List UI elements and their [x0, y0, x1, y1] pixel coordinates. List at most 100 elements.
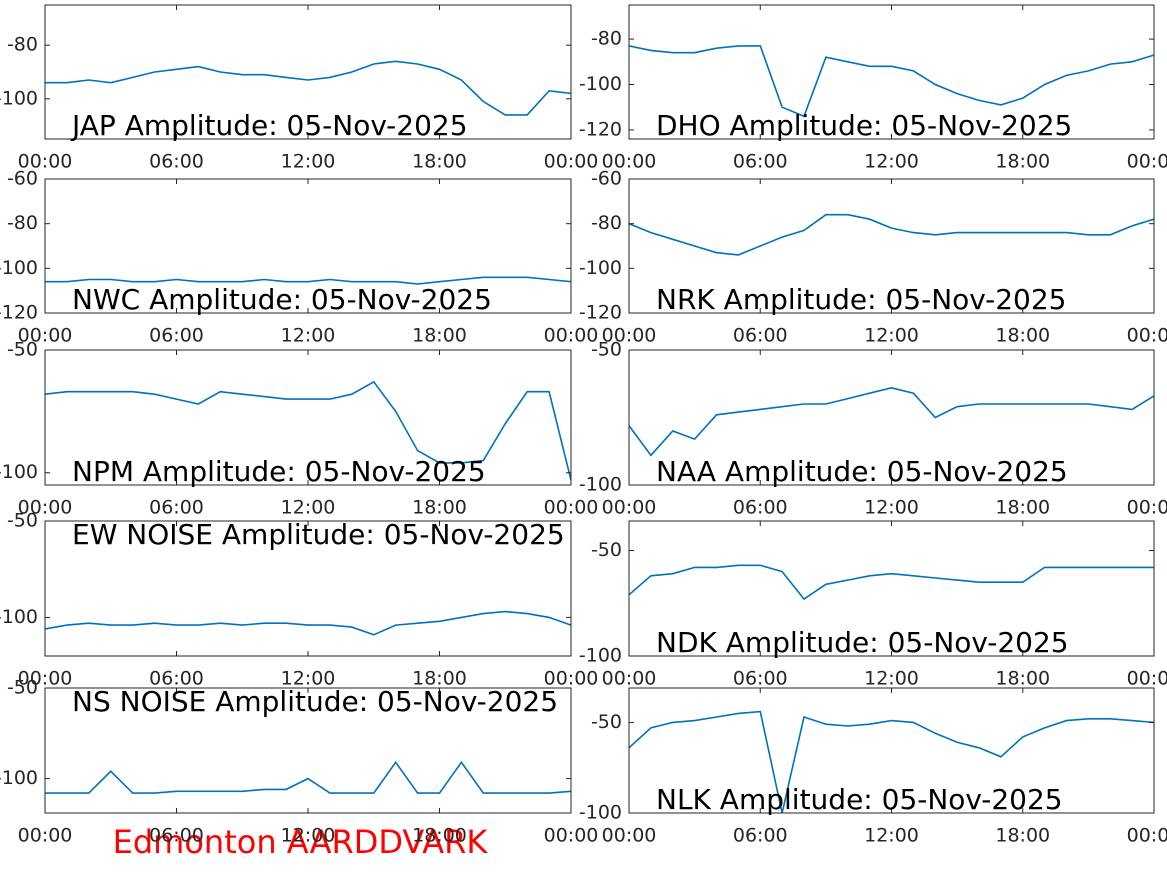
x-tick-label: 00:00	[602, 151, 657, 173]
y-tick-label: -50	[7, 510, 38, 532]
plot-clip	[45, 380, 571, 481]
data-line	[45, 60, 571, 116]
y-tick-label: -120	[579, 302, 622, 324]
x-tick-label: 12:00	[281, 668, 336, 690]
x-tick-label: 12:00	[281, 325, 336, 347]
plot-clip	[629, 45, 1154, 118]
panel-title: NWC Amplitude: 05-Nov-2025	[72, 283, 492, 316]
x-tick-label: 12:00	[281, 825, 336, 847]
y-tick-label: -120	[579, 118, 622, 140]
x-tick-label: 00:00	[602, 668, 657, 690]
y-tick-label: -100	[0, 87, 38, 109]
panel-title: NRK Amplitude: 05-Nov-2025	[656, 283, 1066, 316]
plot-clip	[45, 610, 571, 636]
x-tick-label: 00:00	[544, 497, 599, 519]
x-tick-label: 06:00	[149, 325, 204, 347]
plot-area	[45, 5, 571, 139]
x-tick-label: 00:00	[1127, 497, 1167, 519]
x-tick-label: 18:00	[412, 151, 467, 173]
x-tick-label: 00:00	[1127, 825, 1167, 847]
x-tick-label: 18:00	[412, 668, 467, 690]
x-tick-label: 18:00	[995, 668, 1050, 690]
x-tick-label: 06:00	[149, 151, 204, 173]
x-tick-label: 18:00	[995, 325, 1050, 347]
y-tick-label: -50	[591, 539, 622, 561]
data-line	[45, 276, 571, 285]
data-line	[45, 760, 571, 794]
plot-clip	[629, 710, 1154, 813]
y-tick-label: -60	[7, 168, 38, 190]
plot-area	[629, 179, 1154, 313]
plot-area	[629, 350, 1154, 485]
x-tick-label: 06:00	[733, 151, 788, 173]
x-tick-label: 12:00	[281, 151, 336, 173]
y-tick-label: -100	[579, 645, 622, 667]
x-tick-label: 18:00	[412, 325, 467, 347]
plot-area	[45, 521, 571, 656]
plot-clip	[629, 564, 1154, 601]
x-tick-label: 06:00	[149, 668, 204, 690]
x-tick-label: 06:00	[733, 668, 788, 690]
data-line	[45, 380, 571, 481]
y-tick-label: -100	[579, 257, 622, 279]
x-tick-label: 00:00	[544, 825, 599, 847]
x-tick-label: 00:00	[602, 497, 657, 519]
panel-title: NPM Amplitude: 05-Nov-2025	[72, 455, 486, 488]
x-tick-label: 18:00	[995, 825, 1050, 847]
data-line	[629, 386, 1154, 457]
y-tick-label: -50	[7, 677, 38, 699]
plot-area	[629, 521, 1154, 656]
x-tick-label: 00:00	[544, 325, 599, 347]
plot-clip	[45, 760, 571, 794]
y-tick-label: -100	[0, 606, 38, 628]
panel-title: NAA Amplitude: 05-Nov-2025	[656, 455, 1068, 488]
panel-title: NS NOISE Amplitude: 05-Nov-2025	[72, 685, 558, 718]
x-tick-label: 00:00	[18, 825, 73, 847]
x-tick-label: 00:00	[602, 325, 657, 347]
panel-title: NLK Amplitude: 05-Nov-2025	[656, 783, 1063, 816]
y-tick-label: -100	[579, 474, 622, 496]
x-tick-label: 12:00	[864, 151, 919, 173]
x-tick-label: 18:00	[995, 497, 1050, 519]
panel-title: JAP Amplitude: 05-Nov-2025	[70, 109, 468, 142]
data-line	[629, 45, 1154, 118]
x-tick-label: 06:00	[733, 825, 788, 847]
y-tick-label: -80	[591, 212, 622, 234]
x-tick-label: 00:00	[1127, 668, 1167, 690]
y-tick-label: -100	[0, 767, 38, 789]
x-tick-label: 18:00	[412, 825, 467, 847]
y-tick-label: -80	[7, 34, 38, 56]
y-tick-label: -120	[0, 302, 38, 324]
y-tick-label: -100	[579, 802, 622, 824]
x-tick-label: 00:00	[544, 668, 599, 690]
x-tick-label: 00:00	[18, 668, 73, 690]
plot-clip	[629, 386, 1154, 457]
data-line	[45, 610, 571, 636]
plot-clip	[629, 213, 1154, 256]
panel-title: DHO Amplitude: 05-Nov-2025	[656, 109, 1072, 142]
plot-area	[45, 179, 571, 313]
x-tick-label: 06:00	[733, 325, 788, 347]
x-tick-label: 00:00	[18, 325, 73, 347]
x-tick-label: 06:00	[733, 497, 788, 519]
x-tick-label: 06:00	[149, 825, 204, 847]
plot-clip	[45, 60, 571, 116]
x-tick-label: 18:00	[412, 497, 467, 519]
x-tick-label: 06:00	[149, 497, 204, 519]
x-tick-label: 00:00	[18, 151, 73, 173]
x-tick-label: 12:00	[864, 825, 919, 847]
y-tick-label: -60	[591, 168, 622, 190]
plot-area	[629, 5, 1154, 139]
x-tick-label: 12:00	[864, 325, 919, 347]
x-tick-label: 12:00	[281, 497, 336, 519]
y-tick-label: -50	[7, 339, 38, 361]
x-tick-label: 00:00	[1127, 325, 1167, 347]
data-line	[629, 710, 1154, 813]
x-tick-label: 12:00	[864, 497, 919, 519]
y-tick-label: -100	[0, 257, 38, 279]
y-tick-label: -80	[7, 212, 38, 234]
x-tick-label: 00:00	[1127, 151, 1167, 173]
x-tick-label: 18:00	[995, 151, 1050, 173]
y-tick-label: -100	[579, 73, 622, 95]
